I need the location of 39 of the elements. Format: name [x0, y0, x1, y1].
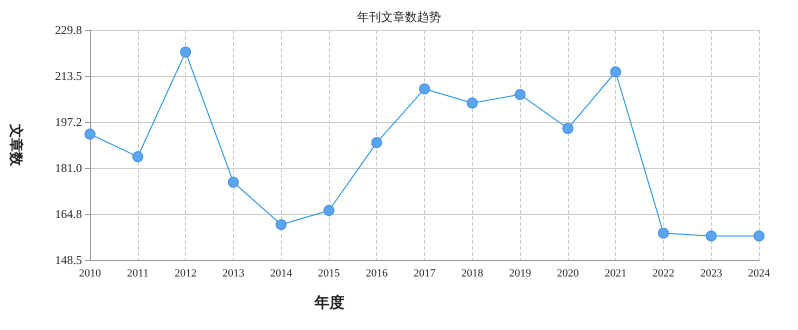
point — [754, 230, 764, 242]
point — [658, 228, 669, 239]
x-tick-label: 2012 — [174, 268, 197, 280]
y-tick-label: 213.5 — [55, 69, 82, 84]
y-axis-title: 文章数 — [8, 123, 24, 167]
point — [562, 122, 574, 134]
x-tick-label: 2010 — [79, 268, 102, 280]
x-tick-label: 2011 — [126, 268, 149, 280]
x-tick-label: 2016 — [366, 268, 388, 280]
point — [84, 128, 96, 140]
x-tick-label: 2020 — [556, 268, 580, 280]
y-tick-label: 164.8 — [55, 206, 82, 221]
x-tick-label: 2017 — [414, 268, 436, 280]
x-tick-label: 2014 — [270, 268, 293, 280]
x-tick-label: 2013 — [222, 268, 245, 280]
point — [371, 137, 382, 148]
x-tick-label: 2022 — [652, 268, 674, 280]
y-tick-label: 148.5 — [55, 253, 82, 267]
x-tick-label: 2023 — [700, 268, 723, 280]
point — [514, 89, 526, 100]
y-tick-label: 181.0 — [55, 161, 82, 176]
x-tick-label: 2019 — [509, 268, 532, 280]
y-tick-label: 229.8 — [55, 23, 82, 37]
point — [180, 46, 192, 58]
x-tick-label: 2015 — [318, 268, 340, 280]
point — [466, 97, 478, 108]
x-tick-label: 2024 — [748, 268, 770, 280]
point — [323, 204, 334, 216]
point — [276, 219, 287, 230]
point — [706, 230, 717, 242]
point — [228, 176, 239, 188]
point — [132, 151, 144, 162]
y-tick-label: 197.2 — [55, 115, 82, 130]
chart-title: 年刊文章数趋势 — [357, 10, 441, 24]
x-tick-label: 2021 — [604, 268, 627, 280]
point — [419, 83, 430, 94]
x-tick-label: 2018 — [461, 268, 484, 280]
x-axis-title: 年度 — [314, 294, 344, 312]
point — [610, 66, 622, 78]
